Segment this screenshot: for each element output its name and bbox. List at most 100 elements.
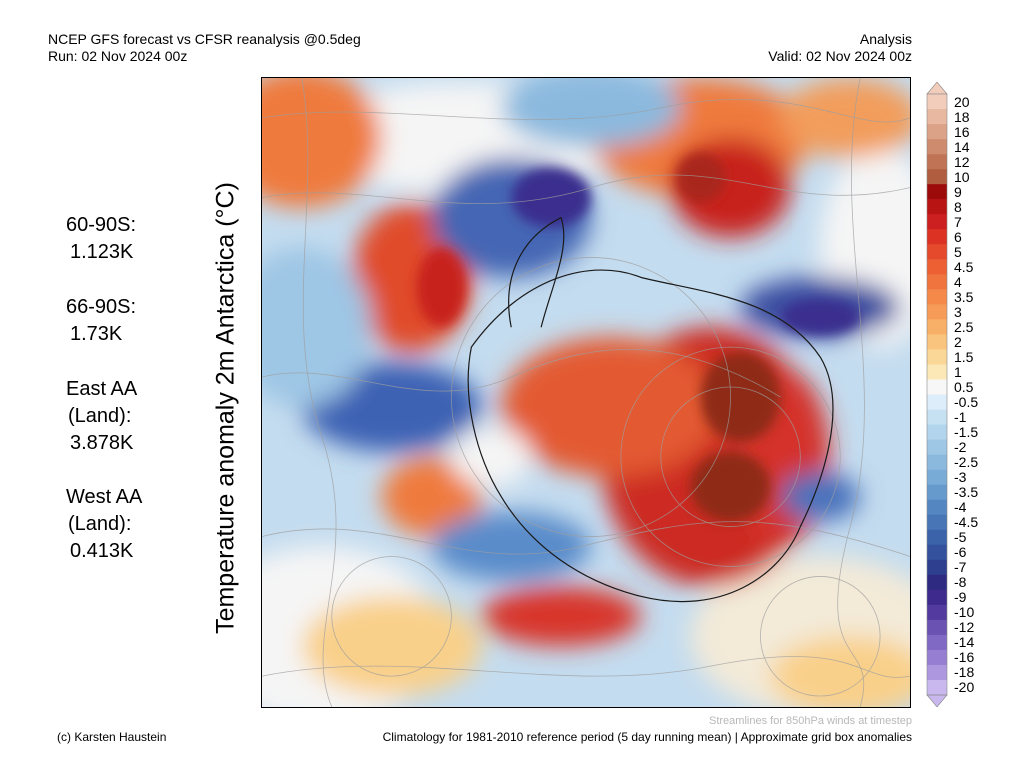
colorbar-label: 4	[954, 273, 962, 290]
colorbar-swatch	[927, 454, 947, 470]
colorbar-label: -14	[954, 634, 975, 651]
colorbar-swatch	[927, 514, 947, 531]
stat-sublabel: (Land):	[68, 405, 132, 427]
very-hot-patch	[700, 352, 781, 442]
hot-patch	[501, 337, 721, 477]
colorbar-swatch	[927, 589, 947, 606]
product-type: Analysis	[859, 31, 912, 47]
colorbar-label: 2	[954, 333, 962, 350]
header-left: NCEP GFS forecast vs CFSR reanalysis @0.…	[48, 31, 361, 65]
coastline-antarctica	[467, 216, 834, 603]
colorbar-label: -1	[954, 409, 967, 426]
colorbar-swatch	[927, 139, 947, 155]
colorbar-swatch	[927, 499, 947, 515]
colorbar-min-triangle	[926, 694, 948, 707]
colorbar-swatch	[927, 409, 947, 425]
stat-value: 3.878K	[70, 432, 134, 454]
colorbar-swatch	[927, 319, 947, 335]
colorbar-swatch	[927, 634, 947, 651]
anomaly-map	[261, 77, 911, 708]
stat-value: 0.413K	[70, 540, 134, 562]
colorbar-swatch	[927, 214, 947, 230]
colorbar-label: 6	[954, 228, 962, 245]
cool-patch	[451, 426, 532, 487]
colorbar-label: -5	[954, 529, 967, 546]
warm-patch	[780, 78, 910, 158]
header-right: Analysis Valid: 02 Nov 2024 00z	[768, 31, 912, 65]
hot-patch	[481, 586, 641, 647]
very-cold-patch	[780, 299, 861, 336]
cool-patch	[262, 247, 372, 407]
colorbar-swatch	[927, 529, 947, 546]
colorbar-label: 1	[954, 363, 962, 380]
colorbar-label: -2.5	[954, 454, 979, 471]
colorbar-frame	[926, 93, 948, 696]
stat-west-aa: West AA (Land): 0.413K	[66, 484, 142, 565]
colorbar-swatch	[927, 364, 947, 380]
colorbar-label: 5	[954, 243, 962, 260]
colorbar-label: 20	[954, 93, 970, 110]
warm-patch	[770, 636, 910, 707]
colorbar-label: -12	[954, 619, 975, 636]
colorbar-swatch	[927, 154, 947, 170]
colorbar-label: 12	[954, 153, 970, 170]
colorbar-swatch	[927, 259, 947, 275]
anomaly-extremes	[416, 152, 861, 522]
colorbar-swatch	[927, 484, 947, 500]
cold-patch	[431, 511, 591, 582]
map-title: NCEP GFS forecast vs CFSR reanalysis @0.…	[48, 31, 361, 47]
colorbar-label: 0.5	[954, 378, 974, 395]
colorbar-label: -16	[954, 649, 975, 666]
anomaly-field	[262, 78, 910, 707]
colorbar-label: -1.5	[954, 424, 979, 441]
colorbar-swatch	[927, 679, 947, 696]
colorbar-swatch	[927, 94, 947, 110]
credit: (c) Karsten Haustein	[57, 730, 167, 744]
colorbar-label: -8	[954, 574, 967, 591]
axis-title: Temperature anomaly 2m Antarctica (°C)	[211, 182, 240, 634]
colorbar-swatch	[927, 244, 947, 260]
colorbar	[926, 82, 948, 707]
colorbar-max-triangle	[926, 82, 948, 95]
colorbar-swatch	[927, 619, 947, 636]
very-hot-patch	[675, 152, 726, 203]
colorbar-swatch	[927, 109, 947, 125]
colorbar-label: 4.5	[954, 258, 974, 275]
stat-value: 1.123K	[70, 241, 134, 263]
colorbar-swatch	[927, 469, 947, 485]
warm-patch	[301, 596, 482, 697]
warm-patch	[262, 78, 382, 208]
colorbar-swatch	[927, 379, 947, 395]
cold-patch	[780, 471, 861, 522]
colorbar-swatch	[927, 439, 947, 455]
colorbar-swatch	[927, 424, 947, 440]
colorbar-swatch	[927, 274, 947, 290]
colorbar-label: -18	[954, 664, 975, 681]
colorbar-swatch	[927, 289, 947, 305]
colorbar-label: -4.5	[954, 514, 979, 531]
colorbar-label: 3.5	[954, 288, 974, 305]
stat-label: 60-90S:	[66, 214, 137, 236]
colorbar-label: 14	[954, 138, 970, 155]
colorbar-label: -2	[954, 439, 967, 456]
colorbar-label: -0.5	[954, 394, 979, 410]
colorbar-swatch	[927, 199, 947, 215]
stat-label: East AA	[66, 378, 138, 400]
stat-label: West AA	[66, 486, 143, 508]
streamline-note: Streamlines for 850hPa winds at timestep	[709, 715, 912, 727]
colorbar-label: -20	[954, 679, 975, 696]
very-hot-patch	[690, 451, 771, 522]
cool-patch	[501, 78, 681, 148]
colorbar-swatch	[927, 559, 947, 576]
stat-60-90s: 60-90S: 1.123K	[66, 212, 136, 266]
colorbar-label: -7	[954, 559, 967, 576]
colorbar-swatch	[927, 604, 947, 621]
colorbar-swatch	[927, 664, 947, 681]
stat-value: 1.73K	[70, 323, 123, 345]
colorbar-label: 10	[954, 168, 970, 185]
colorbar-label: 9	[954, 183, 962, 200]
streamlines	[262, 78, 910, 707]
colorbar-label: -3.5	[954, 484, 979, 501]
colorbar-label: -3	[954, 469, 967, 486]
colorbar-swatch	[927, 304, 947, 320]
